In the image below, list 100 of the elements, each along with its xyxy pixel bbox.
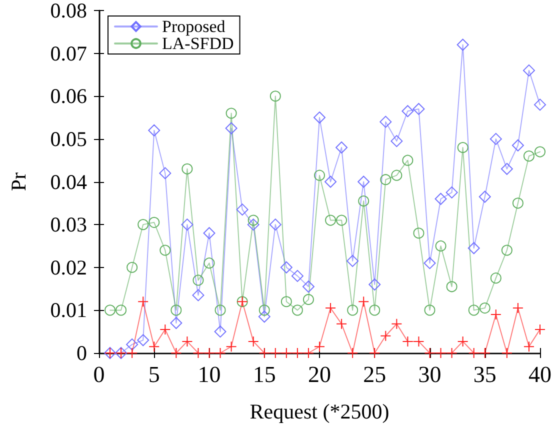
y-tick-label: 0.06: [50, 84, 87, 108]
point: [512, 198, 524, 209]
x-tick-label: 35: [473, 362, 496, 387]
point: [126, 338, 138, 350]
point: [424, 257, 436, 270]
point: [468, 304, 480, 316]
point: [490, 308, 502, 320]
point: [204, 348, 215, 358]
point: [413, 336, 424, 347]
point: [336, 142, 348, 154]
point: [148, 216, 160, 228]
point: [192, 348, 204, 358]
y-tick-label: 0.04: [50, 170, 88, 194]
point: [248, 214, 259, 226]
point: [523, 341, 534, 352]
point: [446, 348, 458, 358]
point: [292, 348, 303, 358]
point: [412, 102, 425, 115]
point: [280, 348, 292, 358]
point: [104, 304, 116, 316]
point: [468, 348, 480, 358]
x-tick-label: 0: [93, 362, 105, 387]
point: [457, 336, 468, 347]
point: [236, 204, 248, 216]
point: [413, 228, 424, 239]
point: [314, 341, 325, 352]
point: [380, 116, 392, 128]
point: [258, 304, 270, 316]
point: [170, 348, 182, 358]
point: [347, 348, 358, 358]
point: [314, 170, 325, 181]
point: [512, 139, 524, 152]
point: [214, 348, 226, 358]
point: [126, 348, 138, 358]
point: [302, 280, 314, 293]
point: [534, 324, 546, 335]
x-tick-label: 20: [308, 362, 331, 387]
point: [182, 163, 193, 174]
point: [192, 274, 204, 286]
x-tick-label: 40: [528, 362, 552, 387]
point: [247, 218, 260, 231]
point: [490, 272, 502, 284]
point: [391, 170, 402, 181]
y-tick-label: 0.01: [50, 298, 87, 322]
point: [126, 262, 138, 273]
x-tick-label: 5: [148, 362, 160, 387]
point: [468, 242, 480, 254]
point: [291, 270, 304, 282]
y-tick-label: 0.07: [50, 41, 87, 66]
point: [148, 124, 160, 136]
point: [226, 108, 237, 119]
point: [456, 38, 469, 51]
point: [336, 318, 348, 330]
point: [478, 190, 491, 203]
point: [170, 317, 182, 330]
point: [270, 90, 281, 102]
point: [346, 254, 359, 267]
point: [501, 244, 512, 256]
point: [446, 281, 458, 292]
point: [534, 146, 546, 158]
point: [324, 176, 337, 188]
y-tick-label: 0.08: [50, 0, 87, 22]
x-tick-label: 30: [418, 362, 442, 387]
point: [336, 214, 348, 226]
y-tick-label: 0.03: [50, 212, 87, 237]
x-tick-label: 15: [252, 362, 276, 387]
point: [204, 258, 215, 269]
point: [402, 336, 414, 347]
point: [258, 310, 270, 323]
point: [159, 167, 172, 180]
point: [490, 132, 502, 145]
point: [434, 192, 447, 205]
point: [512, 302, 524, 314]
point: [325, 214, 336, 226]
point: [500, 162, 513, 175]
y-tick-label: 0.05: [50, 126, 87, 151]
point: [380, 174, 392, 186]
point: [225, 122, 238, 134]
point: [302, 348, 314, 358]
point: [280, 261, 292, 274]
y-axis-title: Pr: [6, 172, 30, 192]
point: [270, 348, 281, 358]
point: [170, 304, 182, 316]
point: [435, 240, 446, 252]
point: [160, 244, 171, 256]
point: [138, 296, 149, 308]
y-tick-label: 0: [76, 341, 87, 365]
point: [137, 334, 150, 346]
point: [446, 186, 458, 198]
point: [258, 348, 270, 358]
point: [424, 304, 436, 316]
point: [358, 176, 370, 188]
point: [358, 196, 370, 207]
point: [214, 304, 226, 316]
point: [182, 336, 193, 347]
y-tick-label: 0.02: [50, 255, 87, 280]
point: [148, 341, 160, 352]
point: [380, 330, 392, 342]
point: [214, 326, 226, 338]
point: [435, 348, 446, 358]
